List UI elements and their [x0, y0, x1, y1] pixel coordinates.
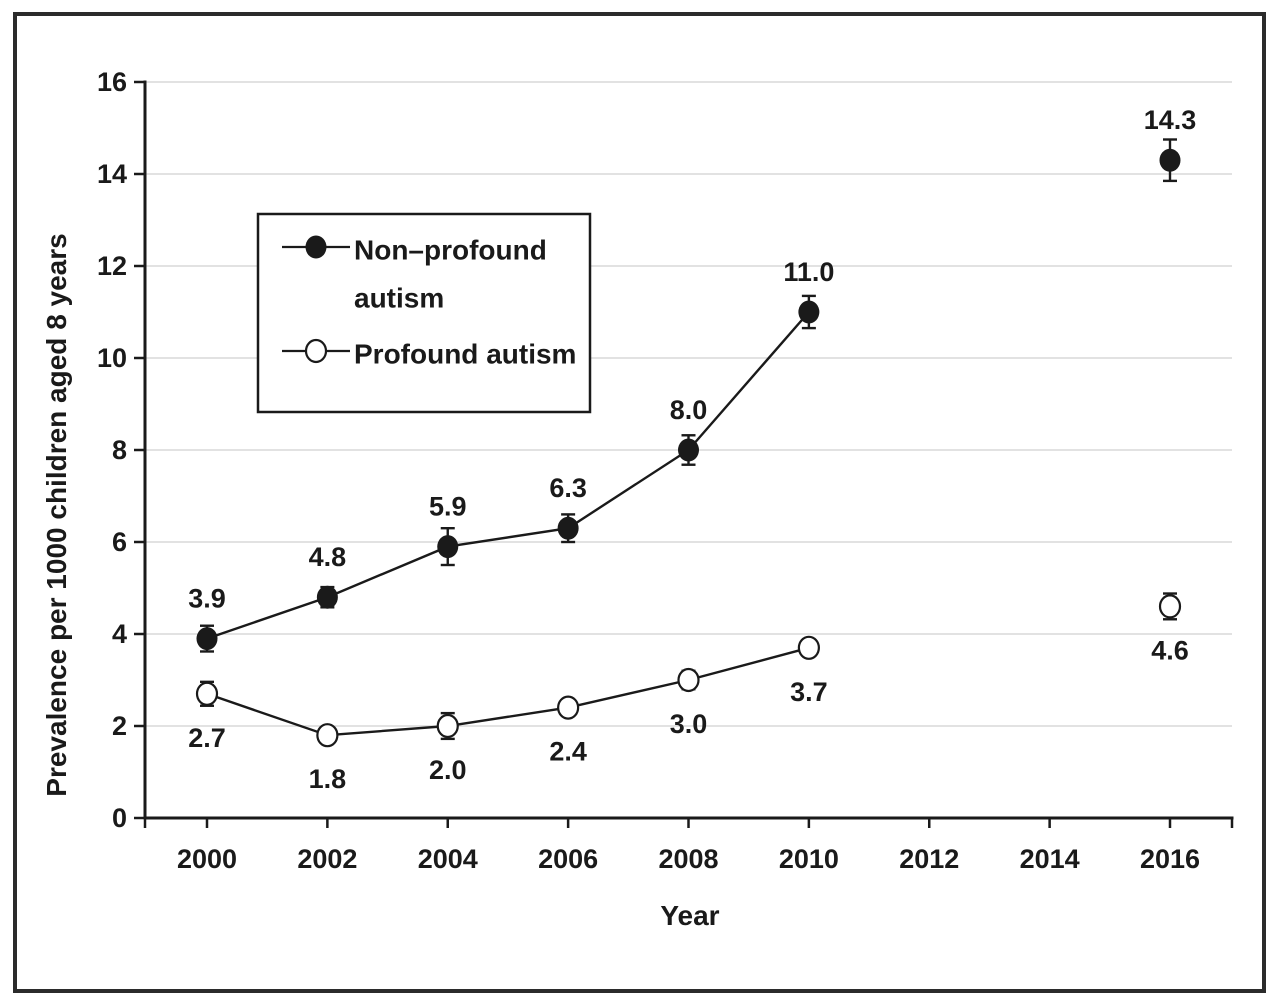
y-axis-title: Prevalence per 1000 children aged 8 year… [41, 233, 72, 796]
y-axis-tick-labels: 0 2 4 6 8 10 12 14 16 [97, 67, 127, 833]
data-label-profound-autism-2002: 1.8 [309, 764, 347, 794]
legend-label: Non–profound [354, 235, 547, 266]
series-line-non-profound-autism [206, 311, 810, 640]
x-tick-label: 2012 [899, 844, 959, 874]
y-tick-label: 12 [97, 251, 127, 281]
x-tick-label: 2004 [418, 844, 478, 874]
data-label-profound-autism-2004: 2.0 [429, 755, 467, 785]
data-label-non-profound-autism-2006: 6.3 [549, 473, 587, 503]
y-tick-label: 10 [97, 343, 127, 373]
legend-entry-non-profound-autism: Non–profound autism [282, 235, 547, 314]
data-labels: 3.9 4.8 5.9 6.3 8.0 11.0 14.3 2.7 1.8 2.0 2.4 3.0 3.… [188, 105, 1196, 794]
marker-non-profound-autism-2008 [678, 438, 699, 462]
data-label-non-profound-autism-2002: 4.8 [309, 542, 347, 572]
x-tick-label: 2000 [177, 844, 237, 874]
legend: Non–profound autism Profound autism [256, 212, 592, 414]
marker-profound-autism-2010 [797, 635, 820, 660]
series-line-profound-autism [206, 646, 810, 737]
y-tick-label: 2 [112, 711, 127, 741]
marker-non-profound-autism-2000 [196, 627, 218, 651]
data-label-profound-autism-2006: 2.4 [549, 737, 587, 767]
marker-profound-autism-2008 [677, 667, 700, 693]
marker-profound-autism-2016 [1158, 594, 1182, 619]
x-axis-title: Year [660, 900, 719, 931]
y-tick-label: 6 [112, 527, 127, 557]
x-tick-label: 2002 [297, 844, 357, 874]
legend-label: autism [354, 283, 444, 314]
marker-non-profound-autism-2016 [1159, 148, 1181, 172]
marker-non-profound-autism-2006 [557, 516, 579, 540]
legend-filled-circle-icon [305, 235, 327, 259]
data-series [195, 138, 1182, 748]
x-tick-label: 2006 [538, 844, 598, 874]
marker-non-profound-autism-2002 [316, 585, 338, 609]
marker-profound-autism-2002 [316, 723, 339, 748]
y-tick-label: 8 [112, 435, 127, 465]
legend-open-circle-icon [304, 338, 328, 364]
data-label-non-profound-autism-2000: 3.9 [188, 584, 226, 614]
x-tick-label: 2014 [1020, 844, 1080, 874]
marker-non-profound-autism-2010 [798, 300, 820, 324]
y-tick-label: 4 [112, 619, 127, 649]
y-tick-label: 14 [97, 159, 127, 189]
data-label-profound-autism-2008: 3.0 [670, 709, 708, 739]
x-tick-label: 2008 [658, 844, 718, 874]
data-label-non-profound-autism-2008: 8.0 [670, 395, 708, 425]
data-label-non-profound-autism-2016: 14.3 [1144, 105, 1197, 135]
marker-profound-autism-2004 [436, 713, 459, 739]
axes [134, 80, 1234, 828]
data-label-profound-autism-2016: 4.6 [1151, 635, 1189, 665]
legend-label: Profound autism [354, 339, 576, 370]
marker-profound-autism-2000 [195, 681, 219, 706]
x-axis-tick-labels: 2000 2002 2004 2006 2008 2010 2012 2014 2016 [177, 844, 1200, 874]
y-tick-label: 0 [112, 803, 127, 833]
figure-border [13, 12, 1266, 993]
data-label-profound-autism-2010: 3.7 [790, 677, 828, 707]
x-tick-label: 2016 [1140, 844, 1200, 874]
y-tick-label: 16 [97, 67, 127, 97]
marker-non-profound-autism-2004 [437, 535, 459, 559]
data-label-non-profound-autism-2010: 11.0 [783, 257, 834, 287]
data-label-profound-autism-2000: 2.7 [188, 723, 226, 753]
marker-profound-autism-2006 [557, 695, 580, 720]
legend-entry-profound-autism: Profound autism [282, 339, 576, 370]
x-tick-label: 2010 [779, 844, 839, 874]
data-label-non-profound-autism-2004: 5.9 [429, 492, 467, 522]
